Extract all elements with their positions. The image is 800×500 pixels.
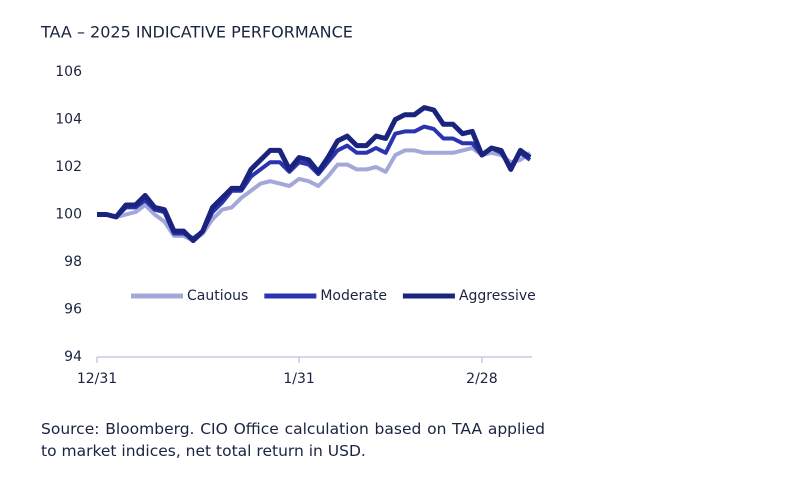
legend-label: Moderate: [320, 288, 387, 304]
x-tick-label: 12/31: [77, 371, 117, 387]
legend-label: Cautious: [187, 288, 248, 304]
y-tick-label: 96: [64, 302, 82, 318]
y-tick-label: 104: [55, 112, 82, 128]
series-line: [97, 146, 532, 243]
series-line: [97, 105, 532, 244]
y-tick-label: 98: [64, 254, 82, 270]
y-tick-label: 106: [55, 64, 82, 80]
x-tick-label: 1/31: [283, 371, 314, 387]
y-tick-label: 100: [55, 207, 82, 223]
y-tick-label: 94: [64, 349, 82, 365]
x-tick-label: 2/28: [466, 371, 497, 387]
chart: TAA – 2025 INDICATIVE PERFORMANCE 94 96 98…: [40, 23, 536, 388]
source-note: Source: Bloomberg. CIO Office calculatio…: [41, 420, 545, 460]
y-tick-label: 102: [55, 159, 82, 175]
legend-label: Aggressive: [459, 288, 536, 304]
chart-title: TAA – 2025 INDICATIVE PERFORMANCE: [40, 23, 353, 42]
